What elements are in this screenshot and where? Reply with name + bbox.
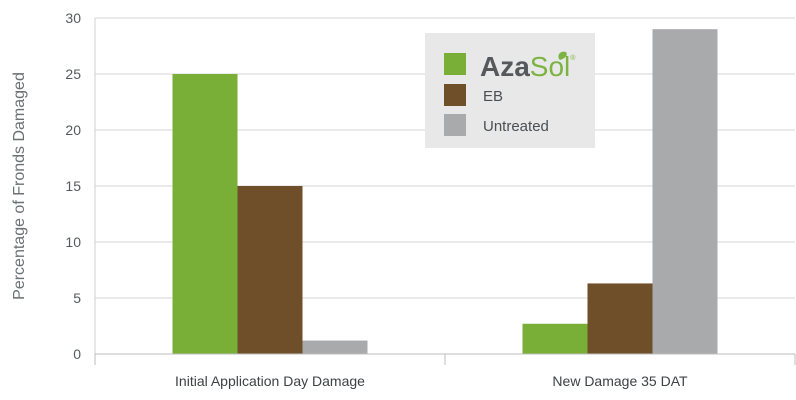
legend-label-untreated: Untreated xyxy=(483,118,549,135)
legend-swatch-azasol xyxy=(444,53,466,75)
legend-swatch-eb xyxy=(444,84,466,106)
legend-swatch-untreated xyxy=(444,114,466,136)
y-tick-label-10: 10 xyxy=(65,234,81,250)
y-tick-label-30: 30 xyxy=(65,10,81,26)
leaf-icon xyxy=(558,51,567,60)
x-tick-label-0: Initial Application Day Damage xyxy=(175,373,365,389)
bar-azasol-1 xyxy=(522,323,588,354)
y-tick-label-5: 5 xyxy=(73,290,81,306)
y-tick-label-25: 25 xyxy=(65,66,81,82)
y-axis-ticks: 0 5 10 15 20 25 30 xyxy=(65,10,81,362)
bar-azasol-0 xyxy=(172,74,238,354)
bar-eb-0 xyxy=(237,186,303,354)
legend-label-eb: EB xyxy=(483,88,503,105)
legend-label-azasol: AzaSol® xyxy=(480,51,576,82)
x-tick-label-1: New Damage 35 DAT xyxy=(552,373,688,389)
bar-eb-1 xyxy=(587,283,653,354)
y-axis-title: Percentage of Fronds Damaged xyxy=(11,72,28,300)
legend: AzaSol® EB Untreated xyxy=(425,33,595,148)
bars xyxy=(172,29,718,354)
bar-untreated-1 xyxy=(652,29,718,354)
y-tick-label-15: 15 xyxy=(65,178,81,194)
bar-untreated-0 xyxy=(302,340,368,354)
y-tick-label-20: 20 xyxy=(65,122,81,138)
y-tick-label-0: 0 xyxy=(73,346,81,362)
x-axis: Initial Application Day Damage New Damage… xyxy=(94,353,796,389)
